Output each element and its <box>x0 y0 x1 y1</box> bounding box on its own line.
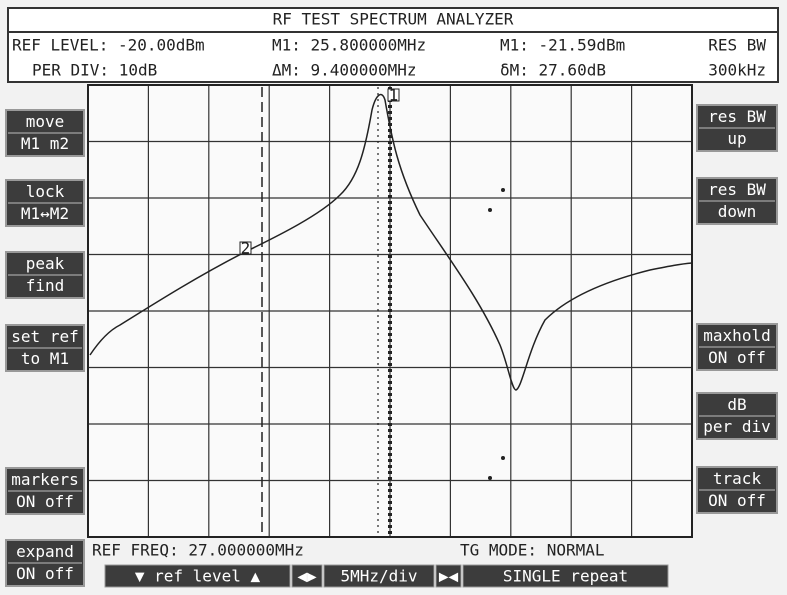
marker-label: 2 <box>241 239 251 258</box>
button-label: lock <box>26 182 65 201</box>
title-bar <box>7 7 779 33</box>
button[interactable]: move M1 m2 <box>5 109 85 157</box>
button-bg <box>435 564 462 588</box>
marker-box <box>239 241 252 255</box>
button-label: SINGLE repeat <box>503 567 628 586</box>
trace <box>89 93 693 391</box>
info: M1: 25.800000MHz <box>272 36 426 55</box>
bottom-button[interactable]: ◀▶ <box>291 564 323 588</box>
button-label: to M1 <box>21 349 69 368</box>
button[interactable]: markers ON off <box>5 467 85 515</box>
marker-label: 1 <box>389 86 399 105</box>
ref-freq: REF FREQ: 27.000000MHz <box>92 541 304 560</box>
noise-dot <box>488 208 492 212</box>
button-label: ON off <box>708 491 766 510</box>
bottom-button[interactable]: ▼ ref level ▲ <box>104 564 291 588</box>
button-label: peak <box>26 254 65 273</box>
info: PER DIV: 10dB <box>32 61 157 80</box>
info-panel <box>7 31 779 83</box>
button[interactable]: res BW down <box>696 177 778 225</box>
marker-box <box>387 88 400 102</box>
button-label: ◀▶ <box>297 567 317 586</box>
button[interactable]: peak find <box>5 251 85 299</box>
button[interactable]: lock M1↔M2 <box>5 179 85 227</box>
info: δM: 27.60dB <box>500 61 606 80</box>
button-label: 5MHz/div <box>340 567 417 586</box>
info: M1: -21.59dBm <box>500 36 625 55</box>
button-label: M1↔M2 <box>21 204 69 223</box>
button-label: M1 m2 <box>21 134 69 153</box>
tg-mode: TG MODE: NORMAL <box>460 541 605 560</box>
button-label: markers <box>11 470 78 489</box>
button[interactable]: set ref to M1 <box>5 324 85 372</box>
button[interactable]: track ON off <box>696 466 778 514</box>
button-label: find <box>26 276 65 295</box>
button-label: ▼ ref level ▲ <box>135 567 261 586</box>
button-label: res BW <box>708 107 766 126</box>
button-label: move <box>26 112 65 131</box>
button-label: dB <box>727 395 746 414</box>
button-label: down <box>718 202 757 221</box>
button[interactable]: maxhold ON off <box>696 323 778 371</box>
button[interactable]: dB per div <box>696 392 778 440</box>
noise-dot <box>501 456 505 460</box>
button[interactable]: expand ON off <box>5 539 85 587</box>
noise-dot <box>488 476 492 480</box>
info: 300kHz <box>708 61 766 80</box>
button-bg <box>323 564 435 588</box>
button-label: ON off <box>16 492 74 511</box>
button-bg <box>291 564 323 588</box>
button-label: expand <box>16 542 74 561</box>
button-label: res BW <box>708 180 766 199</box>
button-label: up <box>727 129 746 148</box>
button-label: ON off <box>708 348 766 367</box>
button-label: track <box>713 469 762 488</box>
button-label: ON off <box>16 564 74 583</box>
info: RES BW <box>708 36 766 55</box>
noise-dot <box>501 188 505 192</box>
buttons: move M1 m2 lock M1↔M2 peak find set ref to M1 ma… <box>5 104 778 588</box>
info: REF LEVEL: -20.00dBm <box>12 36 205 55</box>
bottom-button[interactable]: ▶◀ <box>435 564 462 588</box>
bottom-button[interactable]: SINGLE repeat <box>462 564 669 588</box>
button[interactable]: res BW up <box>696 104 778 152</box>
button-label: set ref <box>11 327 78 346</box>
button-label: ▶◀ <box>439 567 459 586</box>
button-bg <box>462 564 669 588</box>
button-label: maxhold <box>703 326 770 345</box>
button-label: per div <box>703 417 770 436</box>
button-bg <box>104 564 291 588</box>
info: ΔM: 9.400000MHz <box>272 61 417 80</box>
bottom-button[interactable]: 5MHz/div <box>323 564 435 588</box>
title: RF TEST SPECTRUM ANALYZER <box>273 10 514 29</box>
